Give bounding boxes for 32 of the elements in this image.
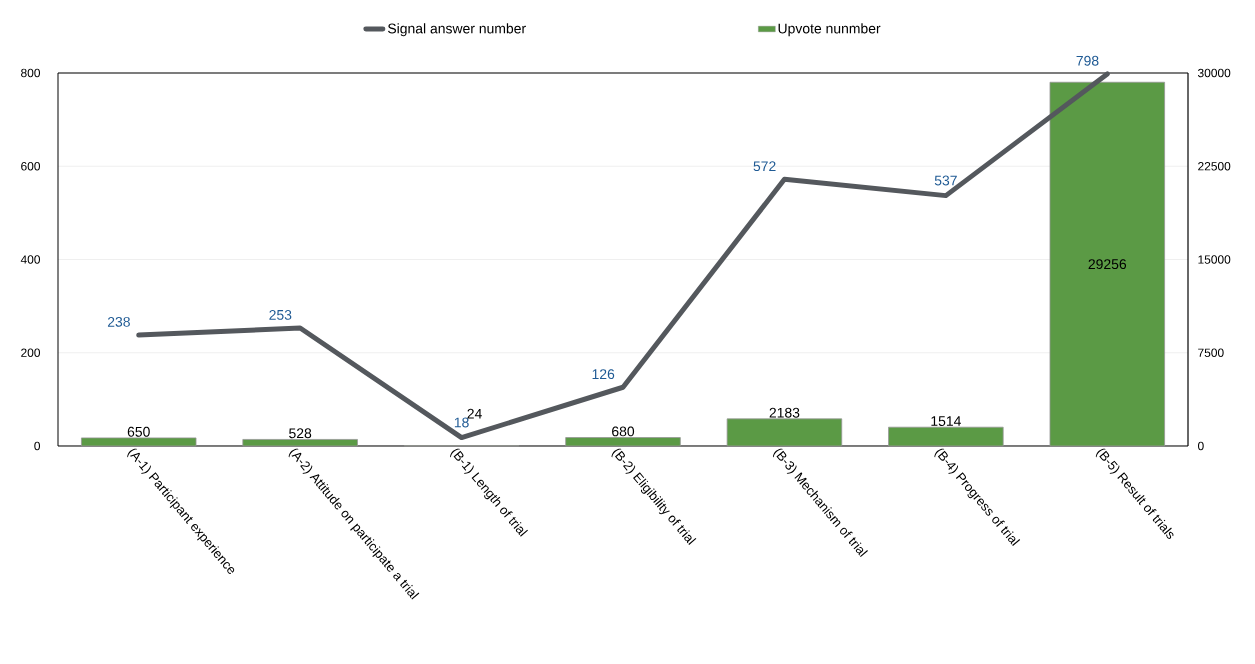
y-tick-label: 200 <box>21 348 41 357</box>
data-label: 680 <box>612 426 635 437</box>
y2-tick-label: 22500 <box>1198 162 1231 171</box>
data-label: 24 <box>467 408 482 419</box>
data-label: 572 <box>753 161 776 172</box>
data-label: 126 <box>592 369 615 380</box>
data-label: 1514 <box>931 416 961 426</box>
y2-tick-label: 30000 <box>1197 68 1231 78</box>
bar <box>1049 81 1165 447</box>
y-tick-label: 400 <box>20 255 41 264</box>
y2-tick-label: 15000 <box>1198 255 1231 264</box>
y2-tick-label: 0 <box>1198 441 1204 451</box>
data-label: 253 <box>269 309 292 320</box>
bar <box>242 439 358 447</box>
data-label: 537 <box>934 175 957 186</box>
bar <box>81 437 197 447</box>
data-label: 528 <box>289 428 312 439</box>
y-tick-label: 0 <box>34 441 41 451</box>
y-tick-label: 800 <box>21 68 41 78</box>
data-label: 29256 <box>1088 259 1127 270</box>
legend-label: Upvote nunmber <box>778 23 881 37</box>
bar <box>726 418 843 447</box>
y2-tick-label: 7500 <box>1198 348 1224 357</box>
bar <box>565 437 681 447</box>
bar <box>888 426 1004 447</box>
data-label: 650 <box>127 426 150 437</box>
y-tick-label: 600 <box>21 162 41 171</box>
legend-label: Signal answer number <box>387 23 526 37</box>
data-label: 798 <box>1076 55 1099 66</box>
data-label: 18 <box>454 417 469 428</box>
data-label: 2183 <box>769 407 800 418</box>
data-label: 238 <box>107 316 130 327</box>
